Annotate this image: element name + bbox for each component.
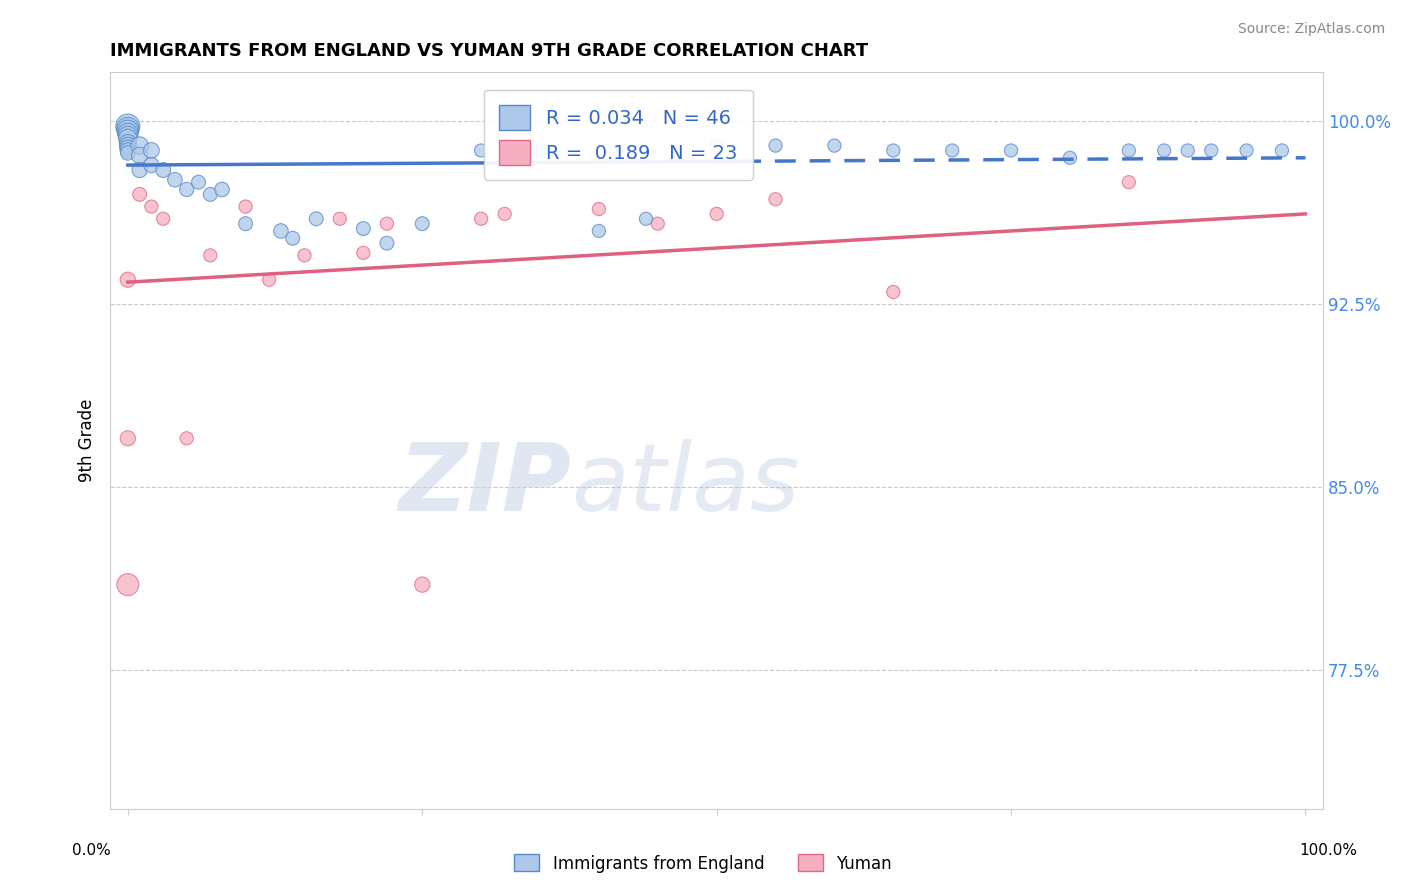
Point (1059, 151, 1081, 165)
Point (117, 141, 139, 155)
Point (117, 136, 139, 150)
Point (294, 248, 316, 262)
Point (329, 211, 352, 226)
Text: 0.0%: 0.0% (72, 843, 111, 858)
Point (634, 211, 657, 226)
Point (152, 163, 174, 178)
Point (470, 144, 492, 158)
Legend: Immigrants from England, Yuman: Immigrants from England, Yuman (508, 847, 898, 880)
Point (352, 221, 374, 235)
Point (187, 175, 209, 189)
Point (882, 285, 904, 299)
Point (1199, 144, 1222, 158)
Point (1177, 144, 1199, 158)
Point (588, 224, 610, 238)
Point (117, 124, 139, 138)
Point (211, 182, 233, 196)
Point (176, 182, 198, 196)
Point (647, 217, 669, 231)
Point (117, 119, 139, 133)
Point (235, 217, 257, 231)
Point (235, 200, 257, 214)
Point (117, 128, 139, 143)
Text: IMMIGRANTS FROM ENGLAND VS YUMAN 9TH GRADE CORRELATION CHART: IMMIGRANTS FROM ENGLAND VS YUMAN 9TH GRA… (110, 42, 869, 60)
Point (163, 173, 186, 187)
Point (117, 131, 139, 145)
Text: 100.0%: 100.0% (1299, 843, 1358, 858)
Point (706, 138, 728, 153)
Point (411, 217, 433, 231)
Point (882, 144, 904, 158)
Text: ZIP: ZIP (398, 439, 571, 531)
Point (117, 144, 139, 158)
Point (128, 163, 150, 178)
Point (494, 207, 516, 221)
Point (352, 246, 374, 260)
Point (128, 187, 150, 202)
Point (588, 202, 610, 216)
Point (200, 248, 222, 262)
Point (117, 145, 139, 160)
Point (411, 577, 433, 591)
Point (375, 236, 398, 251)
Text: atlas: atlas (571, 440, 800, 531)
Point (117, 273, 139, 287)
Point (1271, 144, 1294, 158)
Point (765, 138, 787, 153)
Point (1118, 144, 1140, 158)
Point (117, 121, 139, 136)
Point (706, 207, 728, 221)
Point (765, 192, 787, 206)
Point (270, 224, 292, 238)
Point (117, 431, 139, 445)
Text: Source: ZipAtlas.com: Source: ZipAtlas.com (1237, 22, 1385, 37)
Point (117, 127, 139, 141)
Point (1153, 144, 1175, 158)
Point (529, 144, 551, 158)
Legend: R = 0.034   N = 46, R =  0.189   N = 23: R = 0.034 N = 46, R = 0.189 N = 23 (484, 89, 754, 180)
Point (470, 211, 492, 226)
Point (152, 211, 174, 226)
Point (305, 211, 328, 226)
Point (117, 577, 139, 591)
Point (257, 273, 280, 287)
Point (176, 431, 198, 445)
Point (1236, 144, 1258, 158)
Point (281, 231, 304, 245)
Point (141, 200, 163, 214)
Point (823, 138, 845, 153)
Point (128, 148, 150, 162)
Point (141, 158, 163, 172)
Point (1118, 175, 1140, 189)
Point (1000, 144, 1022, 158)
Point (941, 144, 963, 158)
Point (200, 187, 222, 202)
Point (375, 217, 398, 231)
Point (117, 138, 139, 153)
Y-axis label: 9th Grade: 9th Grade (79, 399, 96, 483)
Point (141, 144, 163, 158)
Point (128, 138, 150, 153)
